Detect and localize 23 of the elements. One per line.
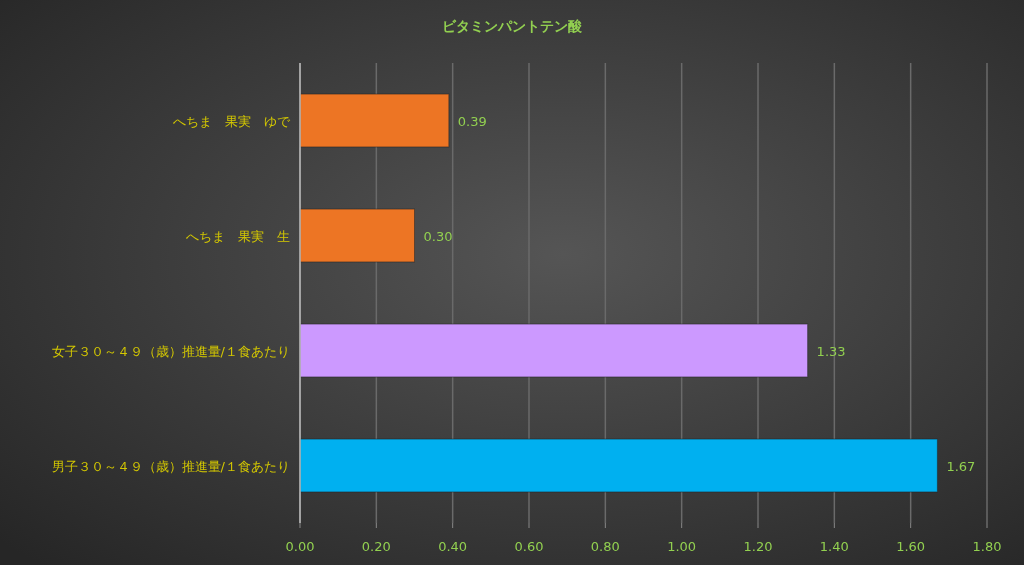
data-label: 0.30 (423, 228, 453, 244)
data-label: 0.39 (457, 113, 487, 129)
y-tick-label: へちま 果実 ゆで (173, 113, 291, 129)
x-tick-label: 1.20 (743, 539, 773, 554)
x-tick-label: 0.60 (514, 539, 544, 554)
data-label: 1.67 (946, 458, 976, 474)
x-tick-label: 0.20 (361, 539, 391, 554)
data-label: 1.33 (816, 343, 846, 359)
bar (299, 438, 938, 493)
x-tick-label: 1.40 (819, 539, 849, 554)
x-tick-label: 0.00 (285, 539, 315, 554)
x-tick-label: 0.80 (590, 539, 620, 554)
x-tick-label: 1.80 (972, 539, 1002, 554)
x-tick-label: 0.40 (438, 539, 468, 554)
x-tick-label: 1.00 (667, 539, 697, 554)
y-tick-label: へちま 果実 生 (186, 228, 290, 244)
chart-title: ビタミンパントテン酸 (442, 18, 583, 34)
bar (299, 93, 450, 148)
bar (299, 208, 415, 263)
y-tick-label: 男子３０～４９（歳）推進量/１食あたり (51, 458, 290, 474)
y-tick-label: 女子３０～４９（歳）推進量/１食あたり (51, 343, 290, 359)
x-tick-label: 1.60 (896, 539, 926, 554)
bar (299, 323, 809, 378)
